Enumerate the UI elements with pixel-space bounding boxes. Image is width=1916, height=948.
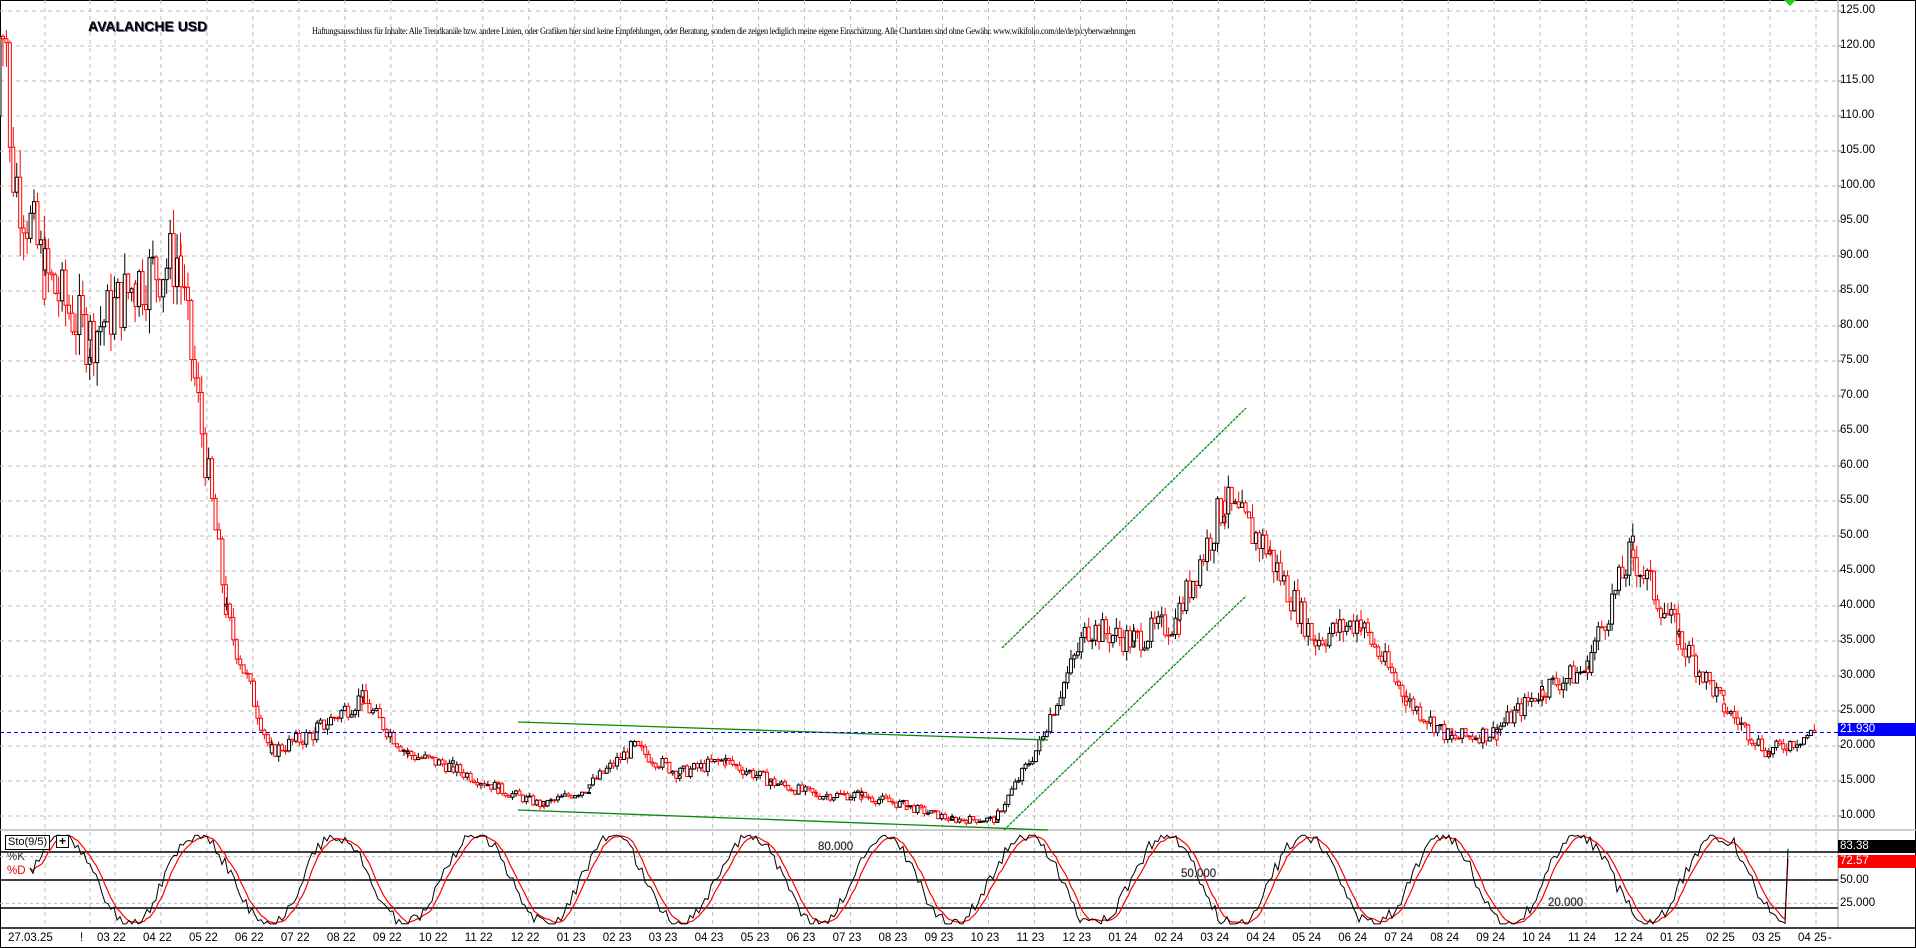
- price-axis-label: 25.000: [1840, 704, 1876, 716]
- level-50-label: 50.000: [1181, 868, 1217, 880]
- time-axis-label: 12 23: [1062, 932, 1092, 944]
- time-axis-label: 11 24: [1568, 932, 1597, 944]
- time-axis-label: 09 24: [1476, 932, 1505, 944]
- time-axis-label: 06 23: [786, 932, 816, 944]
- time-axis-label: 04 25: [1798, 932, 1827, 944]
- price-axis-label: 65.00: [1840, 424, 1869, 436]
- time-axis-label: 03 25: [1752, 932, 1781, 944]
- time-axis-label: 03 22: [97, 932, 126, 944]
- osc-axis-label-50: 50.00: [1840, 874, 1869, 886]
- price-axis-label: 100.00: [1840, 179, 1876, 191]
- trendline: [517, 809, 1049, 831]
- k-line: [29, 834, 1789, 926]
- chart-title: AVALANCHE USD: [88, 18, 208, 34]
- price-axis-label: 85.00: [1840, 284, 1869, 296]
- time-axis-label: 04 23: [694, 932, 724, 944]
- time-axis-label: 05 23: [740, 932, 770, 944]
- price-axis-label: 75.00: [1840, 354, 1869, 366]
- time-axis-label: 10 22: [418, 932, 448, 944]
- d-line: [29, 835, 1789, 925]
- osc-axis-label-25: 25.000: [1840, 897, 1876, 909]
- time-axis-label: 12 24: [1614, 932, 1643, 944]
- price-axis-label: 105.00: [1840, 144, 1876, 156]
- price-axis-label: 50.00: [1840, 529, 1869, 541]
- price-axis-label: 115.00: [1840, 74, 1875, 86]
- marker-icon: [1784, 0, 1796, 6]
- trendline: [1003, 595, 1247, 831]
- disclaimer-text: Haftungsausschluss für Inhalte: Alle Tre…: [312, 26, 1136, 36]
- time-axis-label: 08 22: [326, 932, 356, 944]
- time-axis-label: 06 24: [1338, 932, 1368, 944]
- k-value-tag: 83.38: [1838, 840, 1916, 853]
- price-axis-label: 80.00: [1840, 319, 1869, 331]
- price-axis-label: 10.000: [1840, 809, 1876, 821]
- time-axis-label: 09 23: [924, 932, 954, 944]
- time-axis-label: !: [80, 932, 84, 944]
- time-axis-label: 02 23: [602, 932, 632, 944]
- price-axis-label: 120.00: [1840, 39, 1876, 51]
- price-axis-label: 125.00: [1840, 4, 1876, 16]
- price-axis-label: 110.00: [1840, 109, 1875, 121]
- time-axis-label: 05 22: [188, 932, 218, 944]
- time-axis-label: 02 24: [1154, 932, 1184, 944]
- price-axis-label: 20.000: [1840, 739, 1876, 751]
- trendline: [517, 721, 1049, 741]
- indicator-settings-button[interactable]: Sto(9/5): [5, 835, 51, 850]
- price-axis-label: 95.00: [1840, 214, 1869, 226]
- time-axis-label: 04 24: [1246, 932, 1276, 944]
- price-axis-label: 30.000: [1840, 669, 1876, 681]
- price-axis-label: 55.00: [1840, 494, 1869, 506]
- level-20-label: 20.000: [1548, 897, 1584, 909]
- time-axis-label: 02 25: [1706, 932, 1735, 944]
- time-axis-label: 05 24: [1292, 932, 1322, 944]
- price-axis-label: 60.00: [1840, 459, 1869, 471]
- d-legend-label: %D: [7, 865, 26, 877]
- price-axis-label: 45.000: [1840, 564, 1876, 576]
- time-axis-label: 09 22: [372, 932, 402, 944]
- time-axis-label: 06 22: [234, 932, 264, 944]
- price-axis-label: 35.000: [1840, 634, 1876, 646]
- time-axis-label: 03 24: [1200, 932, 1230, 944]
- time-axis-label: 12 22: [510, 932, 540, 944]
- trendline: [1001, 407, 1247, 649]
- time-axis-label: 04 22: [142, 932, 172, 944]
- time-axis-label: 07 24: [1384, 932, 1414, 944]
- price-axis-label: 70.00: [1840, 389, 1869, 401]
- time-axis-label: 08 24: [1430, 932, 1459, 944]
- k-legend-label: %K: [7, 851, 25, 863]
- time-axis-label: 10 24: [1522, 932, 1551, 944]
- time-axis-label: 10 23: [970, 932, 1000, 944]
- time-axis-label: 01 23: [556, 932, 586, 944]
- time-axis-label: 01 25: [1660, 932, 1689, 944]
- time-axis-label: -: [1828, 932, 1832, 944]
- time-axis-label: 08 23: [878, 932, 908, 944]
- time-axis-label: 03 23: [648, 932, 678, 944]
- time-axis-label: 27.03.25: [8, 932, 53, 944]
- time-axis-label: 11 22: [464, 932, 493, 944]
- price-axis-label: 15.000: [1840, 774, 1876, 786]
- time-axis-label: 07 23: [832, 932, 862, 944]
- add-indicator-button[interactable]: +: [56, 835, 69, 848]
- level-80-label: 80.000: [818, 841, 854, 853]
- time-axis-label: 01 24: [1108, 932, 1138, 944]
- d-value-tag: 72.57: [1838, 855, 1916, 868]
- time-axis-label: 11 23: [1016, 932, 1045, 944]
- time-axis-label: 07 22: [280, 932, 310, 944]
- current-price-tag: 21.930: [1838, 723, 1916, 736]
- price-axis-label: 90.00: [1840, 249, 1869, 261]
- candles: [0, 29, 1817, 826]
- price-axis-label: 40.000: [1840, 599, 1876, 611]
